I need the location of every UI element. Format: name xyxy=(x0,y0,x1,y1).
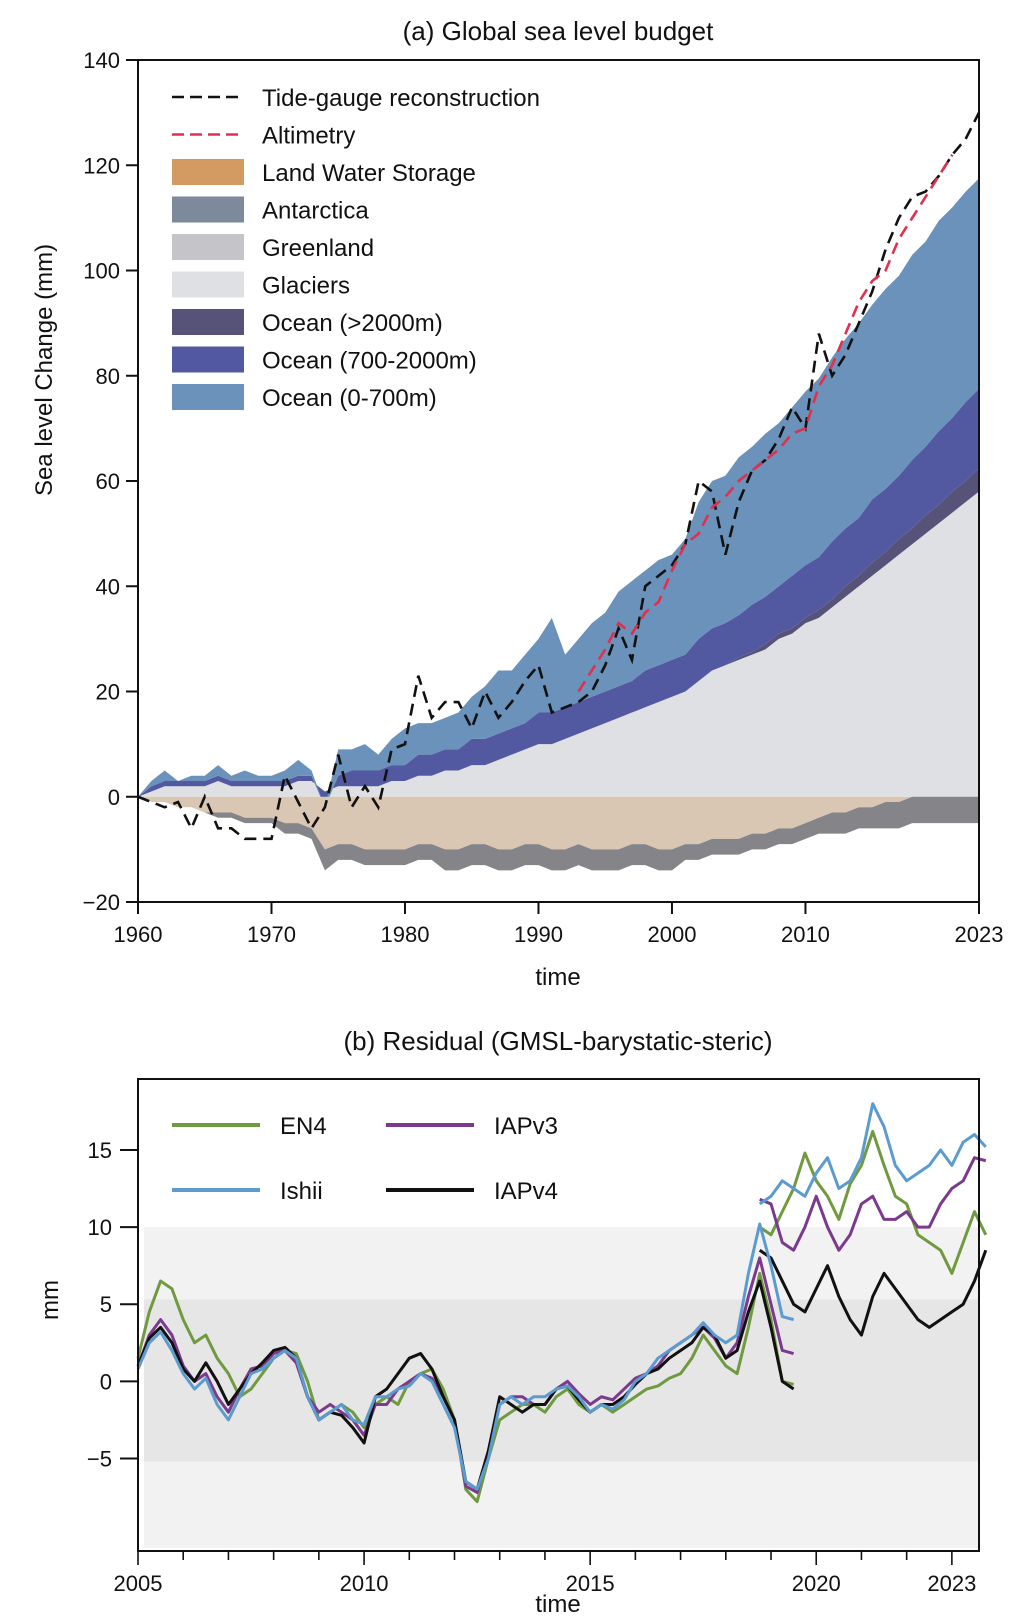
line-en4-segment-2 xyxy=(758,1129,988,1275)
legend-swatch xyxy=(172,309,244,335)
line-iapv4-segment-2 xyxy=(758,1248,988,1337)
legend-item-en4: EN4 xyxy=(172,1113,327,1140)
x-tick-label: 2020 xyxy=(792,1571,841,1596)
legend-swatch xyxy=(172,271,244,298)
panel-a-y-axis: −20 0 20 40 60 80 100 120 140 xyxy=(83,48,138,915)
panel-b-y-axis: −5 0 5 10 15 xyxy=(87,1138,138,1471)
y-tick-label: 5 xyxy=(100,1292,112,1317)
panel-a-x-axis: 1960 1970 1980 1990 2000 2010 2023 xyxy=(114,902,1004,947)
legend-item-altimetry: Altimetry xyxy=(172,123,355,150)
legend-label: Antarctica xyxy=(262,198,369,225)
legend-item-ocean-700-2000m: Ocean (700-2000m) xyxy=(172,346,477,375)
x-tick-label: 2010 xyxy=(340,1571,389,1596)
x-tick-label: 2000 xyxy=(647,922,696,947)
panel-b-lines xyxy=(136,1102,988,1504)
panel-a-x-axis-title: time xyxy=(535,964,580,991)
y-tick-label: 40 xyxy=(96,574,120,599)
x-tick-label: 1980 xyxy=(381,922,430,947)
y-tick-label: 10 xyxy=(88,1215,112,1240)
y-tick-label: 100 xyxy=(83,259,120,284)
y-tick-label: 0 xyxy=(108,785,120,810)
line-ishii-segment-2 xyxy=(758,1102,987,1206)
legend-label: IAPv3 xyxy=(494,1113,558,1140)
legend-swatch xyxy=(172,159,244,185)
panel-b-residual: (b) Residual (GMSL-barystatic-steric) −5… xyxy=(37,1026,988,1618)
area-land-water-storage xyxy=(138,796,979,850)
area-glaciers xyxy=(138,491,979,797)
y-tick-label: 15 xyxy=(88,1138,112,1163)
panel-b-y-axis-title: mm xyxy=(37,1280,64,1320)
panel-b-x-axis: 2005 2010 2015 2020 2023 xyxy=(114,1551,976,1596)
panel-a-y-axis-title: Sea level Change (mm) xyxy=(31,244,58,496)
panel-b-plot-frame xyxy=(137,1078,980,1552)
panel-b-legend: EN4 IAPv3 Ishii IAPv4 xyxy=(172,1113,558,1205)
line-en4-segment-1 xyxy=(136,1271,795,1504)
line-iapv3-segment-2 xyxy=(759,1156,987,1252)
line-ishii-segment-1 xyxy=(136,1222,795,1491)
legend-swatch xyxy=(172,234,244,260)
legend-item-antarctica: Antarctica xyxy=(172,196,369,225)
x-tick-label: 1960 xyxy=(114,922,163,947)
legend-item-ocean-0-700m: Ocean (0-700m) xyxy=(172,384,437,412)
area-ocean-700-2000m xyxy=(138,388,979,808)
y-tick-label: −20 xyxy=(83,890,120,915)
y-tick-label: 60 xyxy=(96,469,120,494)
x-tick-label: 2010 xyxy=(781,922,830,947)
inner-band xyxy=(144,1299,979,1462)
legend-label: Ocean (>2000m) xyxy=(262,310,443,337)
legend-label: Ishii xyxy=(280,1178,323,1205)
legend-label: Altimetry xyxy=(262,123,355,150)
panel-b-title: (b) Residual (GMSL-barystatic-steric) xyxy=(343,1026,772,1056)
legend-label: EN4 xyxy=(280,1113,327,1140)
legend-swatch xyxy=(172,346,244,373)
legend-label: Glaciers xyxy=(262,273,350,300)
panel-a-lines xyxy=(137,112,981,841)
y-tick-label: 140 xyxy=(83,48,120,73)
legend-label: Greenland xyxy=(262,235,374,262)
legend-item-tide-gauge-reconstruction: Tide-gauge reconstruction xyxy=(172,85,540,112)
panel-a-global-sea-level-budget: (a) Global sea level budget −20 0 20 40 60 80… xyxy=(31,16,1003,991)
legend-item-ocean-2000m: Ocean (>2000m) xyxy=(172,309,443,337)
legend-item-iapv3: IAPv3 xyxy=(386,1113,558,1140)
x-tick-label: 1990 xyxy=(514,922,563,947)
legend-item-greenland: Greenland xyxy=(172,234,374,262)
legend-label: Tide-gauge reconstruction xyxy=(262,85,540,112)
legend-label: IAPv4 xyxy=(494,1178,558,1205)
legend-label: Ocean (0-700m) xyxy=(262,385,437,412)
x-tick-label: 2015 xyxy=(566,1571,615,1596)
legend-label: Land Water Storage xyxy=(262,160,476,187)
legend-item-land-water-storage: Land Water Storage xyxy=(172,159,476,187)
x-tick-label: 2023 xyxy=(955,922,1004,947)
area-ocean-0-700m xyxy=(138,178,979,808)
x-tick-label: 1970 xyxy=(247,922,296,947)
panel-a-title: (a) Global sea level budget xyxy=(403,16,715,46)
y-tick-label: 0 xyxy=(100,1369,112,1394)
legend-item-iapv4: IAPv4 xyxy=(386,1178,558,1205)
legend-swatch xyxy=(172,384,244,410)
legend-swatch xyxy=(172,196,244,223)
y-tick-label: 20 xyxy=(96,680,120,705)
panel-a-stacked-areas xyxy=(138,178,979,871)
legend-label: Ocean (700-2000m) xyxy=(262,348,477,375)
x-tick-label: 2023 xyxy=(927,1571,976,1596)
legend-item-glaciers: Glaciers xyxy=(172,271,350,300)
y-tick-label: −5 xyxy=(87,1446,112,1471)
line-tide-gauge-reconstruction xyxy=(137,112,981,841)
y-tick-label: 120 xyxy=(83,153,120,178)
y-tick-label: 80 xyxy=(96,364,120,389)
x-tick-label: 2005 xyxy=(114,1571,163,1596)
panel-b-x-axis-title: time xyxy=(535,1591,580,1618)
legend-item-ishii: Ishii xyxy=(172,1178,323,1205)
area-antarctica xyxy=(138,796,979,871)
panel-a-legend: Tide-gauge reconstruction Altimetry Land W… xyxy=(172,85,540,412)
